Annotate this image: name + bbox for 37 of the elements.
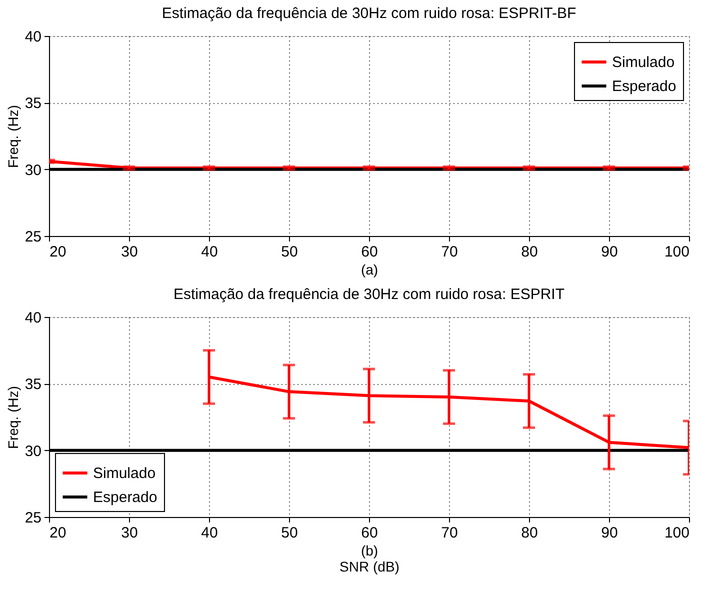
- chart-title: Estimação da frequência de 30Hz com ruido rosa: ESPRIT-BF: [162, 5, 576, 22]
- y-tick-label: 30: [24, 162, 42, 179]
- x-tick-label: 70: [441, 524, 458, 542]
- y-tick-label: 35: [24, 95, 42, 112]
- y-tick-label: 40: [24, 28, 42, 46]
- x-tick-label: 80: [521, 244, 538, 260]
- x-axis-title: (a): [360, 262, 378, 278]
- x-tick-label: 90: [601, 524, 618, 542]
- y-tick-label: 30: [24, 442, 42, 460]
- x-tick-label: 60: [361, 244, 378, 260]
- x-tick-label: 30: [121, 524, 138, 542]
- y-tick-label: 40: [24, 310, 42, 326]
- legend-label: Simulado: [93, 465, 156, 482]
- x-tick-label: 70: [441, 244, 458, 260]
- x-axis-title: (b): [360, 542, 378, 558]
- x-tick-label: 40: [201, 244, 218, 260]
- x-tick-label: 60: [361, 524, 378, 542]
- y-axis-title: Freq. (Hz): [4, 105, 21, 168]
- x-tick-label: 100: [664, 244, 690, 260]
- x-tick-label: 50: [281, 244, 298, 260]
- text: SNR (dB): [340, 558, 400, 574]
- y-tick-label: 35: [24, 376, 42, 394]
- y-tick-label: 25: [24, 510, 42, 526]
- x-tick-label: 20: [50, 244, 66, 260]
- x-tick-label: 80: [521, 524, 538, 542]
- y-tick-label: 25: [24, 228, 42, 246]
- x-tick-label: 100: [664, 524, 690, 542]
- y-axis-title: Freq. (Hz): [4, 386, 21, 449]
- legend-label: Simulado: [612, 54, 675, 71]
- chart-title: Estimação da frequência de 30Hz com ruido rosa: ESPRIT: [173, 286, 565, 303]
- x-tick-label: 90: [601, 244, 618, 260]
- x-tick-label: 30: [121, 244, 138, 260]
- x-tick-label: 20: [50, 524, 66, 542]
- x-tick-label: 40: [201, 524, 218, 542]
- x-tick-label: 50: [281, 524, 298, 542]
- legend-label: Esperado: [612, 78, 676, 95]
- legend-label: Esperado: [93, 489, 158, 506]
